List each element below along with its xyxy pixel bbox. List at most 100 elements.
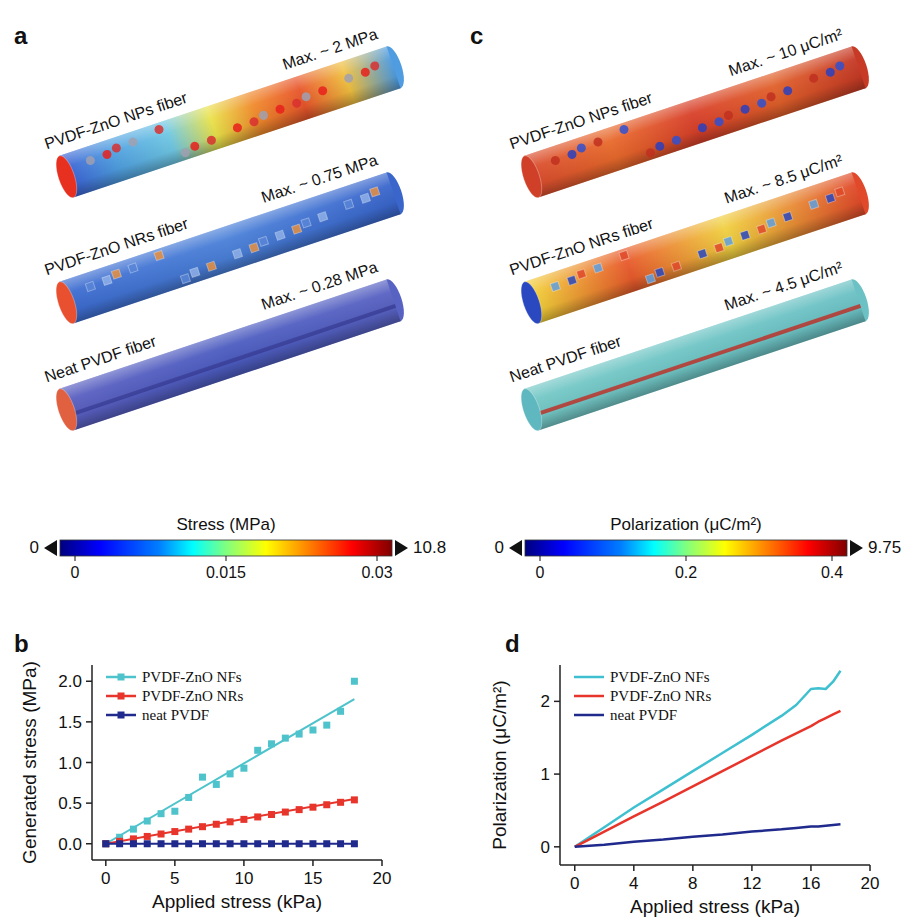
x-tick: [633, 865, 635, 871]
x-tick-label: 8: [688, 874, 697, 893]
rod: [697, 249, 707, 259]
rod: [835, 187, 845, 197]
point: [213, 821, 220, 828]
colorbar: [525, 540, 847, 556]
point: [158, 810, 165, 817]
colorbar-title: Polarization (μC/m²): [610, 515, 762, 534]
point: [296, 731, 303, 738]
x-tick: [869, 865, 871, 871]
y-tick-label: 1.0: [58, 754, 82, 773]
fiber-max: Max. ~ 2 MPa: [280, 25, 380, 73]
point: [227, 840, 234, 847]
point: [309, 840, 316, 847]
rod: [249, 243, 259, 253]
y-tick: [86, 681, 92, 683]
point: [337, 840, 344, 847]
fiber-name: Neat PVDF fiber: [507, 332, 623, 385]
point: [282, 840, 289, 847]
rod: [206, 261, 216, 271]
rod: [655, 267, 665, 277]
colorbar-arrow: [395, 540, 408, 556]
fiber-name: Neat PVDF fiber: [42, 332, 158, 385]
rod: [619, 250, 629, 260]
particle: [85, 155, 96, 166]
colorbar-tick: [686, 556, 687, 561]
point: [323, 722, 330, 729]
particle: [576, 142, 587, 153]
colorbar-tick-label: 0: [536, 564, 545, 581]
colorbar-title: Stress (MPa): [176, 515, 275, 534]
rod: [85, 281, 95, 291]
point: [337, 799, 344, 806]
particle: [111, 142, 122, 153]
rod: [232, 249, 242, 259]
point: [309, 804, 316, 811]
series-line: [575, 824, 841, 847]
point: [144, 840, 151, 847]
chart: 051015200.00.51.01.52.0Applied stress (k…: [19, 661, 391, 912]
fiber-name: PVDF-ZnO NPs fiber: [507, 89, 655, 153]
particle: [671, 135, 682, 146]
fiber-cap: [517, 279, 546, 326]
simulation-panel: PVDF-ZnO NPs fiberMax. ~ 10 μC/m²PVDF-Zn…: [495, 21, 902, 581]
rod: [318, 212, 328, 222]
colorbar-above: 9.75: [868, 538, 901, 557]
particle: [291, 97, 302, 108]
colorbar-tick: [75, 556, 76, 561]
point: [171, 808, 178, 815]
rod: [766, 218, 776, 228]
legend-line: [574, 714, 604, 717]
colorbar-tick-label: 0: [71, 564, 80, 581]
point: [240, 765, 247, 772]
particle: [153, 124, 164, 135]
y-axis: [559, 665, 561, 865]
x-tick-label: 0: [101, 869, 110, 888]
particle: [834, 60, 845, 71]
chart: 048121620012Applied stress (kPa)Polariza…: [489, 665, 879, 917]
colorbar-below: 0: [495, 538, 504, 557]
x-tick-label: 16: [801, 874, 820, 893]
simulation-panel: PVDF-ZnO NPs fiberMax. ~ 2 MPaPVDF-ZnO N…: [30, 21, 447, 581]
point: [268, 740, 275, 747]
x-tick: [810, 865, 812, 871]
x-tick: [312, 860, 314, 866]
colorbar-arrow: [509, 540, 522, 556]
y-axis-title: Polarization (μC/m²): [489, 680, 510, 849]
legend-line: [574, 695, 604, 698]
point: [144, 818, 151, 825]
particle: [550, 155, 561, 166]
legend-label: PVDF-ZnO NRs: [610, 688, 711, 704]
colorbar: [60, 540, 392, 556]
fiber-cap: [52, 386, 81, 433]
fiber-cap: [517, 153, 546, 200]
x-tick: [243, 860, 245, 866]
x-tick: [105, 860, 107, 866]
particle: [232, 122, 243, 133]
particle: [343, 73, 354, 84]
rod: [154, 250, 164, 260]
particle: [739, 104, 750, 115]
y-tick: [86, 802, 92, 804]
particle: [592, 136, 603, 147]
legend-marker: [118, 693, 125, 700]
particle: [369, 60, 380, 71]
rod: [671, 261, 681, 271]
point: [199, 774, 206, 781]
y-tick: [554, 701, 560, 703]
fiber-max: Max. ~ 0.75 MPa: [259, 151, 380, 206]
x-tick: [381, 860, 383, 866]
x-axis-title: Applied stress (kPa): [630, 896, 800, 917]
colorbar-tick: [377, 556, 378, 561]
y-tick: [86, 721, 92, 723]
rod: [111, 269, 121, 279]
point: [268, 811, 275, 818]
fiber-cap: [52, 279, 81, 326]
colorbar-tick-label: 0.2: [675, 564, 697, 581]
rod: [301, 218, 311, 228]
y-axis-title: Generated stress (MPa): [19, 661, 40, 864]
legend-marker: [118, 712, 125, 719]
rod: [370, 187, 380, 197]
fiber-max: Max. ~ 8.5 μC/m²: [722, 151, 845, 207]
particle: [360, 67, 371, 78]
rod: [190, 267, 200, 277]
